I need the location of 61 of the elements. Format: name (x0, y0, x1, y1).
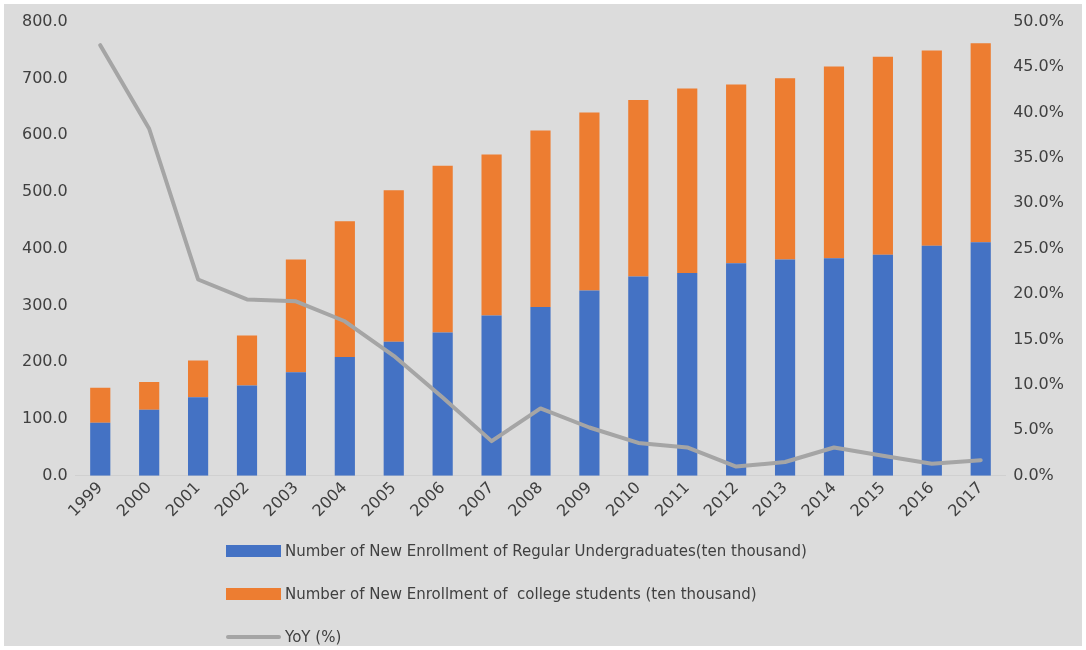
bar (481, 315, 502, 476)
y-tick-label: 100.0 (21, 408, 68, 428)
bar (823, 258, 845, 476)
legend-label: Number of New Enrollment of Regular Undergraduates(ten thousand) (285, 541, 807, 560)
y-tick-label: 500.0 (21, 181, 68, 201)
bar (872, 56, 893, 255)
y-tick-label: 200.0 (21, 351, 68, 371)
bar (432, 332, 453, 476)
bar (726, 84, 747, 264)
y-tick-label: 800.0 (21, 10, 68, 30)
bar (970, 43, 991, 243)
bar (726, 263, 747, 476)
bar (579, 112, 600, 291)
bar (334, 357, 355, 476)
bar (383, 190, 404, 342)
bar (579, 290, 600, 476)
y2-tick-label: 10.0% (1013, 373, 1064, 393)
bar (432, 165, 453, 333)
y2-tick-label: 0.0% (1013, 464, 1054, 484)
bar (628, 276, 649, 476)
bar (774, 259, 796, 476)
bar (139, 409, 160, 476)
bar (383, 341, 404, 476)
bar (285, 372, 307, 476)
bar (921, 245, 942, 476)
bar (188, 360, 209, 398)
y-tick-label: 0.0 (42, 464, 68, 484)
bar (236, 385, 258, 476)
y2-tick-label: 15.0% (1013, 328, 1064, 348)
bar (334, 221, 355, 358)
bar (90, 422, 111, 476)
bar (530, 130, 551, 308)
bar (530, 307, 551, 476)
bar (236, 335, 258, 386)
bar (139, 381, 160, 410)
bar (285, 259, 307, 373)
y2-tick-label: 20.0% (1013, 283, 1064, 303)
y2-tick-label: 50.0% (1013, 10, 1064, 30)
legend-label: Number of New Enrollment of college students (ten thousand) (285, 584, 757, 603)
bar (823, 66, 845, 259)
y2-tick-label: 5.0% (1013, 419, 1054, 439)
bar (677, 273, 698, 476)
bar (628, 99, 649, 277)
y2-tick-label: 40.0% (1013, 101, 1064, 121)
bar (481, 154, 502, 316)
bar (970, 242, 991, 476)
y2-tick-label: 25.0% (1013, 237, 1064, 257)
y2-tick-label: 35.0% (1013, 146, 1064, 166)
y2-tick-label: 30.0% (1013, 192, 1064, 212)
y-tick-label: 400.0 (21, 237, 68, 257)
y-tick-label: 600.0 (21, 124, 68, 144)
bar (188, 397, 209, 476)
bar (90, 387, 111, 423)
y-tick-label: 300.0 (21, 294, 68, 314)
legend-label: YoY (%) (285, 627, 342, 646)
bar (774, 78, 796, 260)
bar (677, 88, 698, 274)
bar (921, 50, 942, 246)
bar (872, 254, 893, 476)
y2-tick-label: 45.0% (1013, 56, 1064, 76)
y-tick-label: 700.0 (21, 67, 68, 87)
